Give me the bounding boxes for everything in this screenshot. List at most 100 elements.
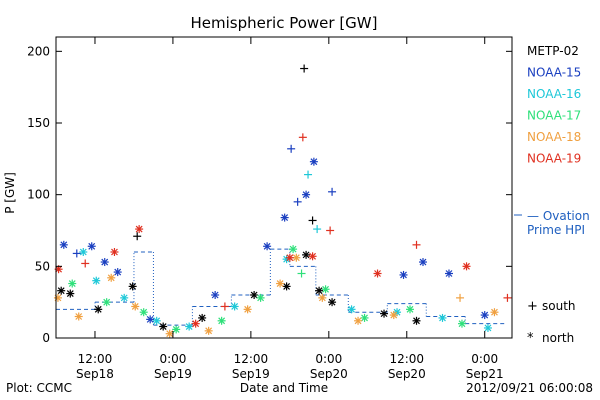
data-point-noaa-19 xyxy=(373,269,382,278)
marker-stroke xyxy=(484,324,492,332)
marker-stroke xyxy=(276,280,284,287)
marker-stroke xyxy=(166,330,174,338)
north-marker-symbol: * xyxy=(527,331,534,346)
legend-entry: METP-02 xyxy=(527,44,579,58)
marker-stroke xyxy=(263,242,271,250)
marker-stroke xyxy=(250,291,258,299)
data-point-noaa-15 xyxy=(302,190,311,199)
data-point-noaa-19 xyxy=(298,133,307,142)
data-point-metp-02 xyxy=(282,282,291,291)
x-tick-time-label: 0:00 xyxy=(315,352,342,366)
data-point-metp-02 xyxy=(159,322,168,331)
marker-stroke xyxy=(491,308,498,316)
data-point-noaa-15 xyxy=(309,157,318,166)
data-point-noaa-16 xyxy=(304,170,313,179)
marker-stroke xyxy=(318,294,326,302)
data-point-metp-02 xyxy=(66,289,75,298)
marker-stroke xyxy=(211,291,219,299)
data-point-noaa-17 xyxy=(172,325,181,334)
x-tick-date-label: Sep19 xyxy=(232,367,270,381)
y-axis-label: P [GW] xyxy=(3,172,17,214)
marker-stroke xyxy=(292,254,300,262)
marker-stroke xyxy=(419,258,427,266)
data-point-noaa-15 xyxy=(293,197,302,206)
marker-stroke xyxy=(120,294,128,302)
data-point-metp-02 xyxy=(128,282,137,291)
data-point-noaa-19 xyxy=(110,248,119,256)
data-point-metp-02 xyxy=(302,250,311,259)
data-point-noaa-19 xyxy=(285,253,294,262)
data-point-noaa-16 xyxy=(230,302,239,311)
data-point-noaa-16 xyxy=(79,248,88,256)
data-point-noaa-17 xyxy=(406,305,415,314)
data-point-metp-02 xyxy=(250,291,259,299)
marker-stroke xyxy=(361,314,368,322)
south-marker-label: south xyxy=(542,299,576,313)
data-point-noaa-19 xyxy=(220,302,229,311)
data-point-metp-02 xyxy=(315,286,324,295)
marker-stroke xyxy=(400,271,407,279)
data-point-noaa-15 xyxy=(419,258,428,267)
legend-entry: NOAA-15 xyxy=(527,66,581,80)
ovation-label-line2: Prime HPI xyxy=(527,223,585,237)
marker-stroke xyxy=(146,315,154,323)
data-point-noaa-16 xyxy=(120,293,129,302)
data-point-noaa-15 xyxy=(280,213,289,222)
data-point-noaa-15 xyxy=(399,270,408,279)
marker-stroke xyxy=(310,158,318,166)
legend-entry: NOAA-18 xyxy=(527,130,581,144)
marker-stroke xyxy=(172,325,180,333)
ovation-prime-hpi-line xyxy=(56,248,505,326)
x-tick-date-label: Sep20 xyxy=(310,367,348,381)
data-point-noaa-17 xyxy=(297,269,306,278)
marker-stroke xyxy=(66,290,74,297)
data-point-metp-02 xyxy=(94,305,103,314)
plot-credit: Plot: CCMC xyxy=(6,381,72,395)
x-tick-time-label: 0:00 xyxy=(471,352,498,366)
y-tick-label: 50 xyxy=(35,259,50,273)
marker-stroke xyxy=(257,294,265,302)
data-point-noaa-19 xyxy=(462,262,471,271)
x-tick-time-label: 12:00 xyxy=(234,352,269,366)
marker-stroke xyxy=(131,303,139,310)
legend-entry: NOAA-16 xyxy=(527,87,581,101)
x-tick-date-label: Sep19 xyxy=(154,367,192,381)
legend: METP-02 NOAA-15 NOAA-16 NOAA-17 NOAA-18 NOAA-… xyxy=(527,44,581,166)
data-point-noaa-18 xyxy=(276,279,285,288)
data-point-noaa-19 xyxy=(308,252,317,261)
marker-stroke xyxy=(283,282,291,290)
data-point-noaa-18 xyxy=(389,311,398,320)
marker-stroke xyxy=(153,317,161,325)
legend-entry: NOAA-19 xyxy=(527,152,581,166)
marker-stroke xyxy=(60,241,68,249)
data-point-noaa-19 xyxy=(191,319,200,328)
chart-title: Hemispheric Power [GW] xyxy=(191,14,378,32)
data-point-noaa-15 xyxy=(444,269,453,278)
marker-stroke xyxy=(315,287,323,295)
plot-timestamp: 2012/09/21 06:00:08 xyxy=(466,381,593,395)
marker-stroke xyxy=(101,258,109,266)
y-tick-label: 0 xyxy=(42,331,50,345)
marker-stroke xyxy=(94,305,102,313)
y-axis: 0 50 100 150 200 xyxy=(27,44,512,345)
marker-stroke xyxy=(328,298,336,306)
x-tick-time-label: 12:00 xyxy=(78,352,113,366)
marker-stroke xyxy=(354,317,362,325)
marker-stroke xyxy=(302,251,310,259)
marker-stroke xyxy=(380,310,388,318)
marker-stroke xyxy=(75,313,83,320)
marker-stroke xyxy=(286,254,294,262)
marker-stroke xyxy=(244,305,252,313)
marker-stroke xyxy=(458,320,466,328)
data-point-noaa-18 xyxy=(53,293,62,302)
marker-stroke xyxy=(390,311,398,319)
x-tick-date-label: Sep18 xyxy=(76,367,114,381)
marker-stroke xyxy=(463,262,470,270)
marker-stroke xyxy=(159,323,167,330)
data-point-noaa-18 xyxy=(107,273,116,282)
marker-stroke xyxy=(481,311,489,319)
marker-stroke xyxy=(55,265,63,273)
data-point-noaa-15 xyxy=(287,144,296,153)
marker-stroke xyxy=(231,303,239,310)
data-point-noaa-15 xyxy=(72,249,81,258)
